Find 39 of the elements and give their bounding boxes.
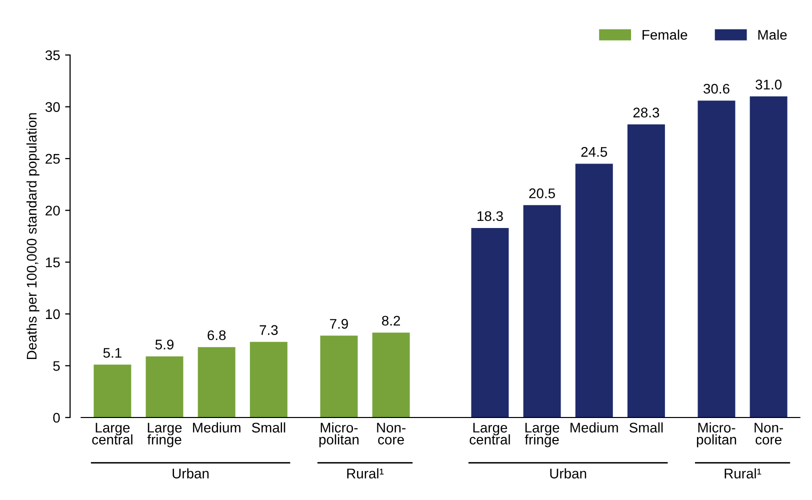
y-tick-label: 10 [46,309,60,320]
data-label: 7.3 [260,325,278,335]
data-label: 30.6 [704,84,730,94]
data-label: 5.9 [155,340,174,350]
legend-label: Male [758,30,787,40]
data-label: 6.8 [208,330,226,340]
x-tick-label: Non- core [377,422,406,445]
data-label: 24.5 [581,147,608,157]
data-label: 28.3 [633,108,660,118]
data-label: 5.1 [103,348,122,358]
x-tick-label: Medium [570,422,618,433]
x-tick-label: Large central [470,422,510,445]
text: Urban [172,468,209,478]
y-tick-label: 25 [46,154,60,164]
data-label: 7.9 [330,318,348,329]
data-label: 20.5 [529,188,555,198]
x-tick-label: Small [629,422,663,433]
text: Rural¹ [724,468,762,478]
data-label: 18.3 [478,211,503,222]
x-tick-label: Small [252,422,286,433]
y-tick-label: 30 [45,102,60,112]
text: Rural¹ [347,468,384,478]
y-tick-label: 15 [46,258,60,268]
x-tick-label: Medium [193,422,240,433]
y-axis-title: Deaths per 100,000 standard population [26,113,40,360]
x-tick-label: Large fringe [147,422,182,448]
data-label: 8.2 [382,316,400,326]
text: Urban [550,468,586,478]
y-tick-label: 20 [46,206,60,216]
legend-label: Female [642,30,688,40]
x-tick-label: Micro- politan [696,422,736,448]
y-tick-label: 35 [45,50,60,60]
x-tick-label: Micro- politan [319,422,359,448]
x-tick-label: Large central [92,422,132,445]
y-tick-label: 5 [53,361,60,371]
data-label: 31.0 [756,80,782,90]
y-tick-label: 0 [53,412,60,423]
x-tick-label: Non- core [754,422,784,445]
x-tick-label: Large fringe [524,422,560,448]
